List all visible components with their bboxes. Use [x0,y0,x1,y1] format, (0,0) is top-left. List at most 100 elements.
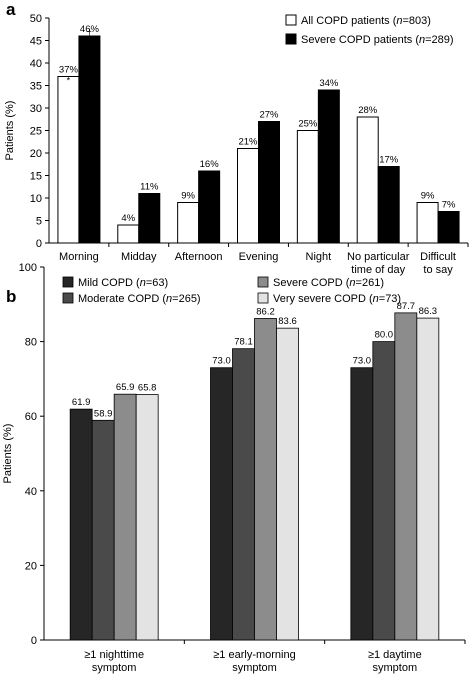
b-legend-label-2-part-0: Severe COPD ( [273,277,350,289]
b-data-label-s1-c1: 78.1 [234,337,253,348]
b-legend-label-1: Moderate COPD (n=265) [78,293,201,305]
a-category-label: Evening [239,251,279,263]
a-y-tick-label: 20 [30,148,42,160]
a-data-label-s1-c4: 34% [319,78,339,89]
b-category-label: ≥1 early-morning [213,649,295,661]
a-data-label-s1-c3: 27% [259,110,279,121]
a-data-label-s1-c1: 11% [140,182,159,193]
a-y-tick-label: 25 [30,126,42,138]
a-category-label: Night [306,251,332,263]
b-legend-label-3-part-0: Very severe COPD ( [273,293,373,305]
b-y-tick-label: 0 [31,635,37,647]
b-bar-s3-c2 [416,317,440,641]
a-y-axis-label: Patients (%) [4,101,16,161]
b-legend-swatch-0 [62,276,74,288]
a-data-label-s0-c4: 25% [298,119,318,130]
a-bar-s1-c0 [78,35,101,244]
b-legend-label-2: Severe COPD (n=261) [273,277,384,289]
b-legend-label-0-part-0: Mild COPD ( [78,277,140,289]
a-legend-label-1-part-1: n [419,34,425,46]
b-data-label-s2-c0: 65.9 [116,382,135,393]
a-y-tick-label: 0 [36,238,42,250]
a-category-label: time of day [351,264,405,276]
b-category-label: ≥1 daytime [368,649,422,661]
b-bar-s1-c2 [372,341,396,641]
b-legend-label-1-part-2: =265) [172,293,200,305]
b-data-label-s0-c0: 61.9 [72,397,91,408]
a-bar-s1-c3 [258,121,280,244]
a-y-tick-label: 10 [30,193,42,205]
a-bar-s1-c4 [317,89,340,244]
b-data-label-s3-c2: 86.3 [419,306,438,317]
a-bar-s1-c2 [198,170,221,244]
a-category-label: Morning [59,251,99,263]
a-legend-label-1-part-2: =289) [425,34,453,46]
b-data-label-s0-c2: 73.0 [353,356,372,367]
a-data-label-s0-c6: 9% [421,191,435,202]
b-legend-label-1-part-1: n [166,293,172,305]
a-category-label: Midday [121,251,157,263]
b-data-label-s0-c1: 73.0 [212,356,231,367]
b-bar-s0-c1 [210,367,233,641]
a-legend-swatch-0 [285,14,297,26]
b-legend-label-0-part-1: n [140,277,146,289]
b-legend-label-2-part-1: n [349,277,355,289]
b-y-tick-label: 60 [25,411,37,423]
b-bar-s3-c0 [135,394,159,641]
a-legend-label-0: All COPD patients (n=803) [301,15,431,27]
a-category-label: Afternoon [175,251,223,263]
b-legend-swatch-3 [257,292,269,304]
b-y-tick-label: 100 [19,262,37,274]
b-data-label-s3-c1: 83.6 [278,316,297,327]
a-data-label-s1-c2: 16% [200,159,220,170]
b-data-label-s1-c0: 58.9 [94,408,113,419]
a-annotation-0: * [67,76,71,86]
a-y-tick-label: 45 [30,36,42,48]
b-bar-s1-c0 [91,419,115,641]
a-data-label-s0-c2: 9% [181,191,195,202]
a-y-tick-label: 5 [36,216,42,228]
b-bar-s3-c1 [276,327,299,641]
b-category-label: symptom [92,662,137,674]
b-legend-label-2-part-2: =261) [356,277,384,289]
a-data-label-s1-c0: 46% [80,24,100,35]
a-legend-label-0-part-1: n [396,15,402,27]
b-data-label-s3-c0: 65.8 [138,383,157,394]
b-y-axis-label: Patients (%) [2,424,14,484]
a-legend-label-0-part-2: =803) [403,15,431,27]
b-bar-s0-c0 [69,408,93,641]
b-data-label-s2-c1: 86.2 [256,306,275,317]
panel-a-letter: a [6,0,16,19]
b-legend-label-3-part-1: n [373,293,379,305]
chart-a: 0 5 10 15 20 25 30 35 40 45 50 Patients (%) Morning 3… [4,13,469,276]
b-bar-s0-c2 [350,367,374,641]
a-legend-swatch-1 [285,33,297,45]
b-legend-label-3: Very severe COPD (n=73) [273,293,401,305]
a-data-label-s1-c5: 17% [379,155,399,166]
b-y-tick-label: 20 [25,560,37,572]
a-category-label: No particular [347,251,410,263]
a-category-label: Difficult [420,251,456,263]
a-bar-s1-c1 [138,193,161,244]
a-y-tick-label: 35 [30,81,42,93]
a-y-tick-label: 50 [30,13,42,25]
b-category-label: symptom [373,662,418,674]
a-data-label-s0-c5: 28% [358,105,378,116]
b-y-tick-label: 40 [25,486,37,498]
a-category-label: to say [423,264,453,276]
b-data-label-s2-c2: 87.7 [397,301,416,312]
b-data-label-s1-c2: 80.0 [375,330,394,341]
a-data-label-s0-c0: 37% [59,65,79,76]
b-y-tick-label: 80 [25,337,37,349]
b-bar-s2-c0 [113,393,137,641]
b-category-label: symptom [232,662,277,674]
b-bar-s2-c1 [254,318,277,641]
b-legend-label-0: Mild COPD (n=63) [78,277,168,289]
b-legend-label-3-part-2: =73) [379,293,401,305]
a-y-tick-label: 30 [30,103,42,115]
b-legend-swatch-2 [257,276,269,288]
a-legend-label-1-part-0: Severe COPD patients ( [301,34,419,46]
b-bar-s2-c2 [394,312,418,641]
b-bar-s1-c1 [232,348,255,641]
